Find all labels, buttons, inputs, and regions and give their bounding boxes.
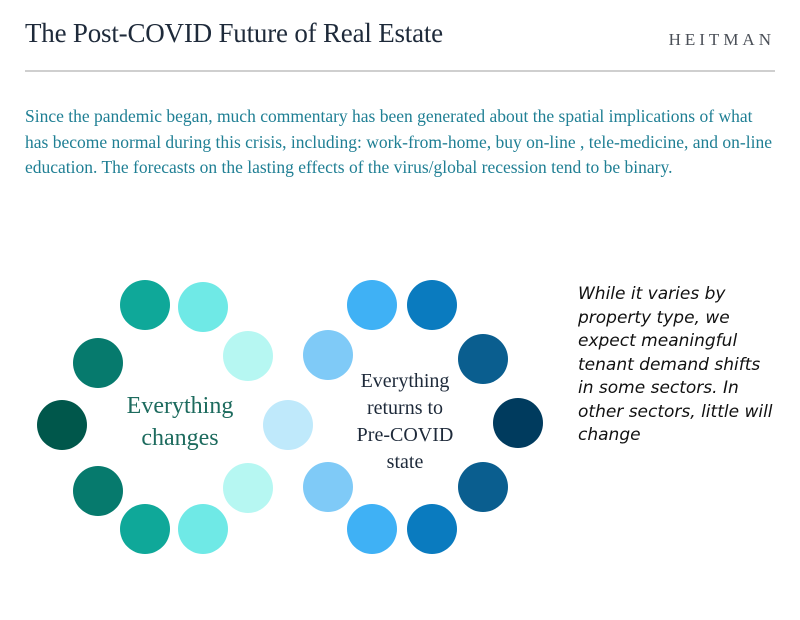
header-divider [25,70,775,72]
circle-left-upper-inner [223,331,273,381]
circle-left-bottom-2 [178,504,228,554]
circle-right-top-2 [407,280,457,330]
circle-right-far [493,398,543,448]
circle-right-bottom-2 [407,504,457,554]
circle-right-top-1 [347,280,397,330]
circle-left-upper-outer [73,338,123,388]
intro-paragraph: Since the pandemic began, much commentar… [25,106,772,177]
circle-left-top-2 [178,282,228,332]
circle-right-bottom-1 [347,504,397,554]
circle-center [263,400,313,450]
brand-logo: HEITMAN [668,30,775,49]
circle-left-far [37,400,87,450]
circle-left-lower-outer [73,466,123,516]
label-returns-to-pre-covid: Everything returns to Pre-COVID state [356,370,454,473]
circle-right-lower-outer [458,462,508,512]
circle-right-upper-inner [303,330,353,380]
circle-left-top-1 [120,280,170,330]
side-note: While it varies by property type, we exp… [578,284,773,445]
page-title: The Post-COVID Future of Real Estate [25,18,443,48]
circle-left-lower-inner [223,463,273,513]
circle-right-lower-inner [303,462,353,512]
circle-right-upper-outer [458,334,508,384]
label-everything-changes: Everything changes [126,393,234,451]
circle-left-bottom-1 [120,504,170,554]
